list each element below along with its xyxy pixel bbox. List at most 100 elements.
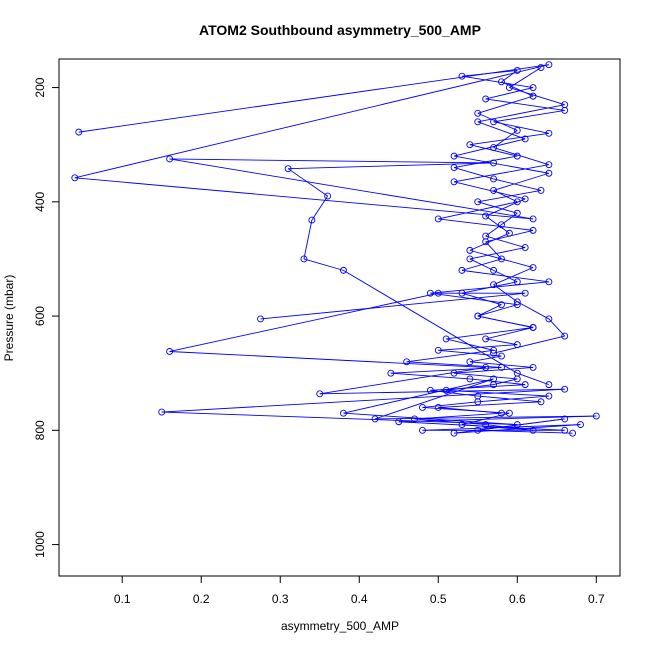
series-1-point [545,61,553,69]
series-1-point [71,174,79,182]
series-0-point [490,281,498,289]
series-2-segment [169,351,486,368]
series-1-point [166,155,174,163]
series-0-segment [485,87,534,100]
series-0-point [505,84,513,92]
series-0-segment [454,367,534,374]
series-1-segment [288,162,494,170]
series-0-segment [493,109,565,123]
series-1-point [284,165,292,173]
series-1-segment [311,195,329,221]
series-0-segment [477,95,534,114]
series-1-point [300,255,308,263]
series-0-segment [438,201,518,220]
series-0-segment [453,155,518,168]
series-0-segment [477,395,549,403]
series-0-segment [469,232,510,251]
x-tick-label: 0.6 [509,592,526,606]
x-axis-title: asymmetry_500_AMP [281,619,399,633]
y-tick-label: 200 [33,77,47,97]
series-2-point [561,426,569,434]
series-0-segment [477,112,518,131]
series-2-point [482,364,490,371]
series-0-segment [438,218,534,231]
x-tick-label: 0.3 [272,592,289,606]
series-1-segment [74,64,549,179]
series-2-segment [477,429,573,434]
series-2-segment [343,378,494,414]
series-0-segment [548,318,566,337]
series-0-point [474,312,482,320]
series-0-point [561,332,569,340]
series-0-segment [461,281,518,294]
series-0-point [529,264,537,271]
series-0-point [411,415,419,423]
series-0-point [537,186,545,194]
series-2-point [569,429,577,437]
series-0-segment [469,355,502,363]
series-2-point [521,289,529,297]
series-2-segment [398,415,597,423]
series-0-point [513,341,521,349]
series-0-point [529,324,537,331]
series-2-point [257,315,264,323]
series-2-point [474,426,482,434]
series-0-point [474,118,482,126]
series-0-point [545,129,553,137]
series-0-point [474,109,482,117]
series-0-segment [493,172,550,191]
series-1-segment [303,258,344,271]
series-0-point [545,392,553,400]
series-2-point [577,421,584,429]
series-2-segment [169,292,439,352]
series-2-segment [477,418,565,431]
series-0-segment [477,304,518,317]
series-0-segment [414,418,486,426]
series-0-point [434,346,442,354]
series-0-segment [477,121,526,140]
series-1-segment [303,220,313,260]
series-0-segment [446,384,494,391]
series-0-point [482,232,490,240]
series-2-point [561,415,569,423]
series-2-segment [398,421,565,431]
series-0-point [403,358,411,366]
series-0-point [513,298,521,306]
series-0-point [521,381,529,389]
series-0-point [450,369,458,377]
series-1-point [490,159,498,167]
series-0-point [490,186,498,194]
series-1-point [340,266,347,274]
series-0-point [498,409,505,417]
series-1-segment [78,64,549,133]
series-0-segment [422,407,510,414]
series-2-point [158,408,166,416]
series-2-point [434,289,442,297]
series-0-point [458,421,466,429]
series-2-point [490,375,498,383]
series-2-point [316,390,324,398]
series-0-segment [453,155,549,174]
series-2-point [371,415,379,423]
series-0-segment [453,138,526,157]
series-0-segment [461,75,534,89]
series-0-point [466,255,474,263]
series-0-segment [461,292,502,306]
series-0-segment [406,349,494,363]
series-0-segment [438,401,542,408]
series-0-point [434,215,442,223]
series-0-segment [453,164,549,183]
series-2-point [166,348,174,355]
plot-frame [58,58,621,577]
series-0-segment [493,378,518,386]
series-0-point [505,229,513,237]
series-2-segment [374,378,494,420]
series-0-point [545,278,553,286]
series-2-point [395,418,403,426]
series-0-segment [453,167,494,180]
series-0-segment [477,201,518,214]
series-0-segment [485,198,526,217]
series-0-segment [454,372,518,380]
series-0-segment [485,327,534,340]
